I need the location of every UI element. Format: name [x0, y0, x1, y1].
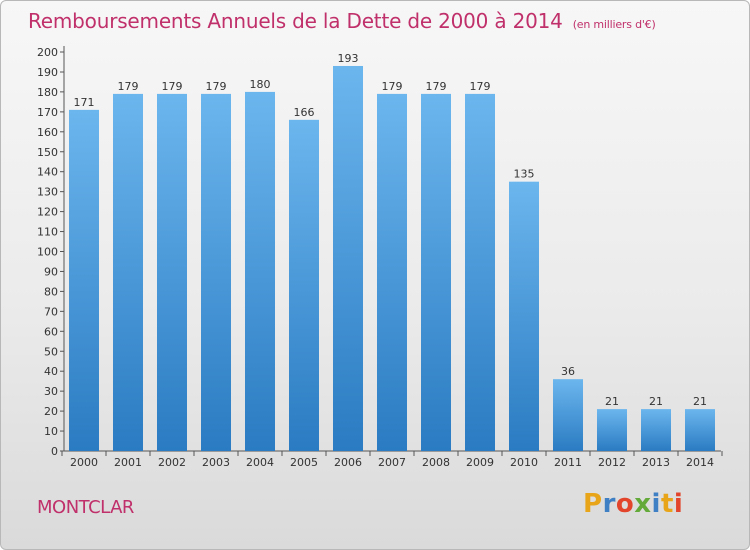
bar — [421, 93, 451, 452]
bar — [201, 93, 231, 452]
bar — [597, 409, 627, 451]
x-tick-label: 2013 — [642, 456, 670, 469]
y-tick-label: 160 — [37, 126, 58, 139]
bar-value-label: 179 — [162, 80, 183, 93]
x-tick-label: 2002 — [158, 456, 186, 469]
x-tick-label: 2012 — [598, 456, 626, 469]
bar — [685, 409, 715, 451]
chart-axes: 0 10 20 30 40 50 60 70 80 90 100 110 120 130 140 150 160… — [37, 46, 723, 469]
bar — [69, 109, 99, 451]
y-tick-label: 200 — [37, 46, 58, 59]
logo-letter: x — [634, 489, 652, 519]
x-tick-label: 2007 — [378, 456, 406, 469]
x-tick-label: 2008 — [422, 456, 450, 469]
bar-value-label: 179 — [118, 80, 139, 93]
bar-value-label: 36 — [561, 365, 575, 378]
bar-value-label: 21 — [693, 395, 707, 408]
title-text: Remboursements Annuels de la Dette de 20… — [28, 9, 563, 33]
x-tick-label: 2009 — [466, 456, 494, 469]
y-tick-label: 10 — [44, 425, 58, 438]
y-tick-label: 60 — [44, 325, 58, 338]
y-tick-label: 70 — [44, 305, 58, 318]
y-tick-label: 180 — [37, 86, 58, 99]
chart-title: Remboursements Annuels de la Dette de 20… — [28, 9, 656, 33]
x-tick-label: 2005 — [290, 456, 318, 469]
x-tick-label: 2003 — [202, 456, 230, 469]
logo-letter: r — [602, 489, 616, 519]
y-tick-label: 90 — [44, 265, 58, 278]
bar-value-label: 21 — [649, 395, 663, 408]
y-tick-label: 80 — [44, 285, 58, 298]
x-tick-label: 2006 — [334, 456, 362, 469]
bar-value-label: 166 — [294, 106, 315, 119]
y-tick-label: 110 — [37, 226, 58, 239]
bar — [377, 93, 407, 452]
y-tick-label: 100 — [37, 246, 58, 259]
bar — [641, 409, 671, 451]
bar-value-label: 171 — [74, 96, 95, 109]
y-tick-label: 120 — [37, 206, 58, 219]
y-tick-label: 30 — [44, 385, 58, 398]
x-tick-label: 2014 — [686, 456, 714, 469]
bar — [509, 181, 539, 452]
x-tick-label: 2011 — [554, 456, 582, 469]
y-tick-label: 0 — [51, 445, 58, 458]
bar-value-label: 21 — [605, 395, 619, 408]
y-tick-label: 40 — [44, 365, 58, 378]
y-tick-label: 170 — [37, 106, 58, 119]
y-tick-label: 150 — [37, 146, 58, 159]
x-tick-label: 2001 — [114, 456, 142, 469]
commune-name: MONTCLAR — [37, 497, 134, 518]
chart-labels: 171 179 179 179 180 166 193 179 179 179 135 36 21 21 2… — [74, 52, 708, 408]
bar-value-label: 179 — [470, 80, 491, 93]
chart-bars — [69, 65, 715, 452]
bar-value-label: 135 — [514, 168, 535, 181]
bar — [113, 93, 143, 452]
bar-value-label: 179 — [382, 80, 403, 93]
logo-letter: o — [615, 489, 635, 519]
bar — [289, 119, 319, 451]
bar — [157, 93, 187, 452]
logo-letter: i — [651, 489, 661, 519]
y-tick-label: 140 — [37, 166, 58, 179]
unit-label: (en milliers d'€) — [572, 18, 656, 31]
bar — [245, 91, 275, 452]
bar-value-label: 179 — [206, 80, 227, 93]
bar — [553, 379, 583, 451]
logo-letter: i — [673, 489, 684, 519]
y-tick-label: 50 — [44, 345, 58, 358]
bar — [333, 65, 363, 451]
logo-letter: P — [583, 489, 603, 519]
bar-value-label: 180 — [250, 78, 271, 91]
bar-value-label: 193 — [338, 52, 359, 65]
y-tick-label: 190 — [37, 66, 58, 79]
x-tick-label: 2004 — [246, 456, 274, 469]
y-tick-label: 130 — [37, 186, 58, 199]
x-tick-label: 2000 — [70, 456, 98, 469]
y-tick-label: 20 — [44, 405, 58, 418]
x-tick-label: 2010 — [510, 456, 538, 469]
logo-letter: t — [660, 489, 674, 519]
proxiti-logo[interactable]: Proxiti — [583, 489, 683, 519]
bar-value-label: 179 — [426, 80, 447, 93]
bar — [465, 93, 495, 452]
